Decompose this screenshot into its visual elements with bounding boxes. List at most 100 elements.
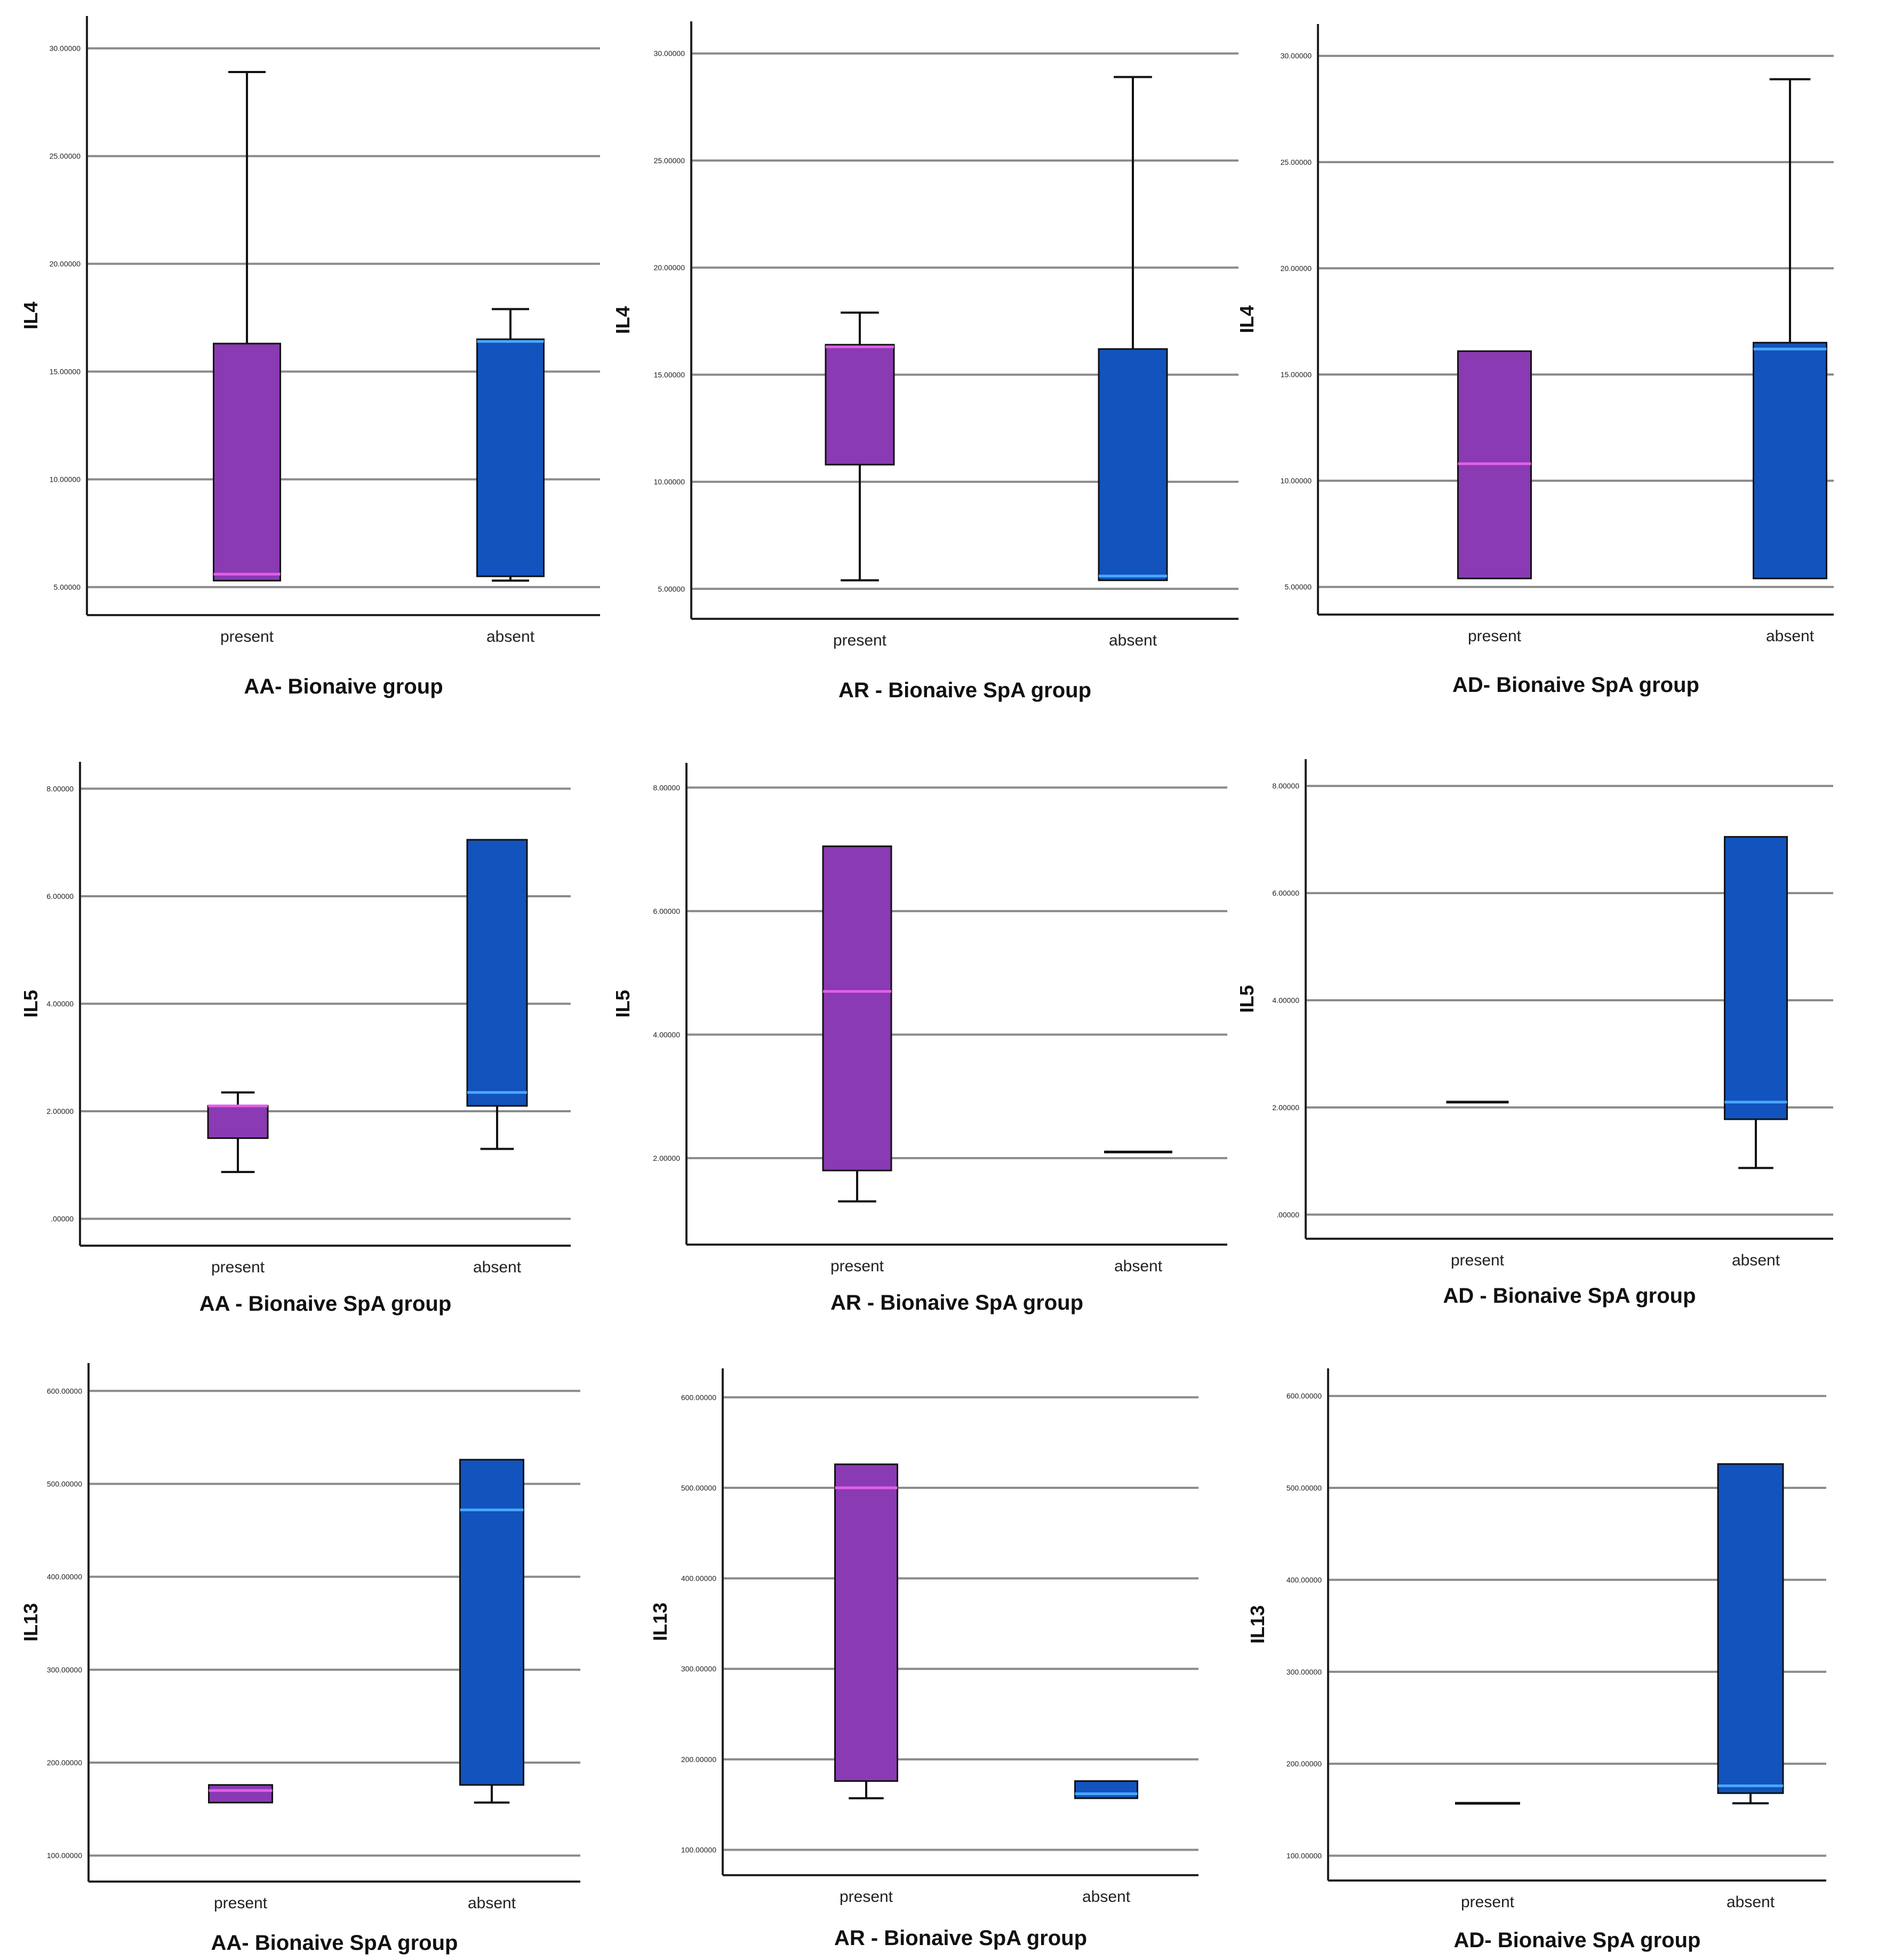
y-tick-label: 500.00000 [1286, 1484, 1322, 1492]
y-tick-label: 15.00000 [50, 368, 81, 376]
box-absent [1098, 348, 1168, 581]
box-absent [459, 1459, 524, 1786]
chart-panel-2: 5.00000 10.00000 15.00000 20.00000 25.00000 3… [612, 21, 1238, 702]
y-tick-label: 200.00000 [681, 1755, 716, 1764]
box-absent [1724, 836, 1788, 1120]
x-category-label: present [1451, 1252, 1505, 1269]
box-present [834, 1463, 898, 1782]
y-tick-label: 300.00000 [1286, 1668, 1322, 1676]
y-axis-title: IL4 [1236, 305, 1258, 333]
x-axis-title: AD- Bionaive SpA group [1452, 673, 1699, 697]
y-tick-label: 4.00000 [1272, 996, 1299, 1005]
y-axis-title: IL5 [1236, 985, 1258, 1013]
y-tick-label: 500.00000 [47, 1479, 82, 1488]
x-category-label: present [840, 1888, 893, 1906]
y-tick-label: 30.00000 [1281, 52, 1312, 60]
x-category-label: absent [486, 628, 535, 646]
y-tick-label: 8.00000 [1272, 782, 1299, 790]
x-axis-title: AR - Bionaive SpA group [834, 1926, 1087, 1950]
y-tick-label: 10.00000 [50, 475, 81, 484]
y-axis-title: IL4 [612, 306, 634, 334]
y-tick-label: 2.00000 [46, 1107, 74, 1116]
y-tick-label: 5.00000 [658, 585, 685, 593]
y-tick-label: 15.00000 [654, 370, 685, 379]
y-tick-label: 20.00000 [654, 264, 685, 272]
box-absent [466, 839, 528, 1107]
y-tick-label: 30.00000 [654, 49, 685, 58]
y-tick-label: 200.00000 [1286, 1759, 1322, 1768]
x-category-label: present [211, 1258, 265, 1276]
y-axis-title: IL4 [20, 301, 42, 329]
y-tick-label: 5.00000 [53, 583, 81, 591]
chart-panel-3: 5.00000 10.00000 15.00000 20.00000 25.00000 3… [1236, 24, 1834, 697]
x-category-label: present [220, 628, 274, 646]
y-tick-label: 600.00000 [47, 1387, 82, 1395]
x-axis-title: AA- Bionaive SpA group [211, 1931, 458, 1955]
y-tick-label: 20.00000 [50, 260, 81, 268]
box-absent [1074, 1780, 1138, 1799]
chart-panel-8: 100.00000 200.00000 300.00000 400.00000 500.… [649, 1368, 1198, 1950]
y-tick-label: 25.00000 [1281, 158, 1312, 166]
y-axis-title: IL5 [612, 990, 634, 1017]
y-tick-label: 400.00000 [681, 1574, 716, 1583]
y-axis-title: IL13 [1246, 1605, 1268, 1644]
x-category-label: present [833, 632, 887, 649]
y-tick-label: 30.00000 [50, 44, 81, 53]
y-tick-label: 6.00000 [46, 892, 74, 901]
x-category-label: absent [1109, 632, 1157, 649]
y-tick-label: 100.00000 [1286, 1851, 1322, 1860]
x-category-label: absent [473, 1258, 522, 1276]
chart-panel-4: .00000 2.00000 4.00000 6.00000 8.00000 presen… [20, 762, 571, 1316]
y-tick-label: 400.00000 [1286, 1575, 1322, 1584]
x-axis-title: AA - Bionaive SpA group [199, 1292, 452, 1316]
chart-panel-6: .00000 2.00000 4.00000 6.00000 8.00000 presen… [1236, 759, 1833, 1308]
chart-panel-1: 5.00000 10.00000 15.00000 20.00000 25.00000 3… [20, 16, 600, 698]
y-tick-label: 600.00000 [1286, 1392, 1322, 1400]
y-tick-label: 6.00000 [653, 907, 680, 915]
chart-panel-9: 100.00000 200.00000 300.00000 400.00000 500.… [1246, 1368, 1826, 1952]
x-category-label: present [830, 1257, 884, 1275]
y-tick-label: 4.00000 [46, 1000, 74, 1008]
y-tick-label: 400.00000 [47, 1573, 82, 1581]
box-absent [1753, 341, 1827, 579]
y-tick-label: .00000 [1276, 1210, 1299, 1219]
y-tick-label: 200.00000 [47, 1758, 82, 1767]
x-category-label: present [1461, 1893, 1515, 1911]
y-tick-label: 10.00000 [654, 477, 685, 486]
box-absent [1717, 1463, 1784, 1794]
y-tick-label: 25.00000 [654, 156, 685, 165]
y-tick-label: .00000 [51, 1215, 74, 1223]
x-axis-title: AD - Bionaive SpA group [1443, 1284, 1696, 1308]
x-category-label: absent [1082, 1888, 1131, 1906]
y-tick-label: 10.00000 [1281, 476, 1312, 485]
x-category-label: absent [468, 1894, 516, 1912]
y-tick-label: 2.00000 [653, 1154, 680, 1162]
y-tick-label: 20.00000 [1281, 264, 1312, 273]
box-present [207, 1105, 269, 1139]
y-tick-label: 2.00000 [1272, 1103, 1299, 1112]
x-axis-title: AR - Bionaive SpA group [838, 679, 1091, 702]
box-absent [476, 338, 545, 577]
x-axis-title: AA- Bionaive group [244, 675, 443, 698]
x-category-label: present [214, 1894, 268, 1912]
y-tick-label: 100.00000 [681, 1846, 716, 1854]
chart-panel-7: 100.00000 200.00000 300.00000 400.00000 500.… [20, 1363, 580, 1955]
y-tick-label: 6.00000 [1272, 889, 1299, 897]
x-category-label: absent [1766, 627, 1815, 645]
y-tick-label: 8.00000 [653, 783, 680, 792]
y-tick-label: 100.00000 [47, 1851, 82, 1860]
y-tick-label: 15.00000 [1281, 370, 1312, 379]
y-tick-label: 4.00000 [653, 1030, 680, 1039]
box-present [213, 342, 281, 581]
box-present [825, 344, 895, 466]
y-axis-title: IL13 [649, 1603, 671, 1641]
y-tick-label: 5.00000 [1284, 583, 1312, 591]
box-present [208, 1784, 273, 1804]
y-axis-title: IL5 [20, 990, 42, 1017]
y-tick-label: 300.00000 [681, 1664, 716, 1673]
box-present [822, 845, 892, 1172]
x-category-label: present [1468, 627, 1522, 645]
y-tick-label: 25.00000 [50, 152, 81, 161]
y-tick-label: 600.00000 [681, 1393, 716, 1401]
